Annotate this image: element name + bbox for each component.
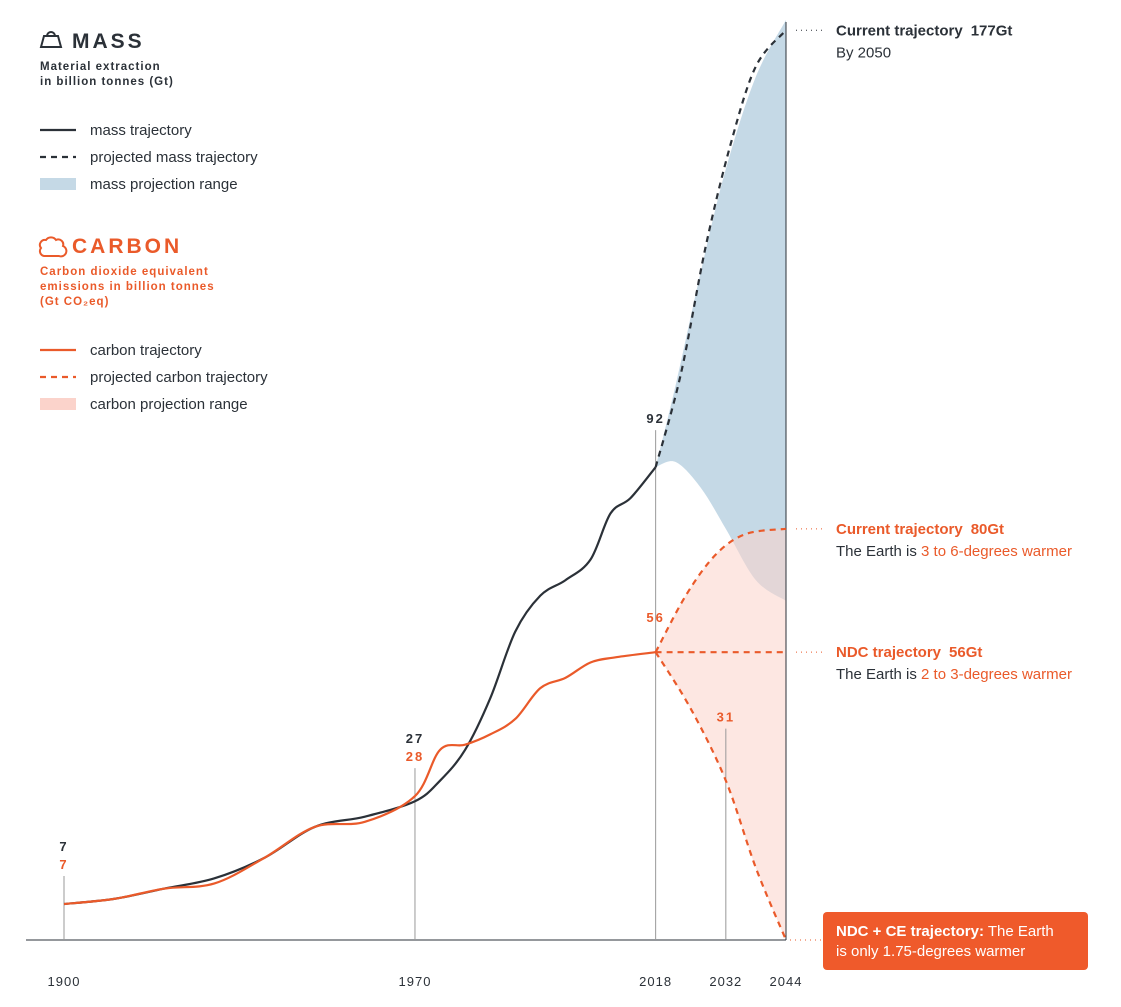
annotation-title: NDC + CE trajectory:	[836, 923, 984, 940]
annotation-part: The Earth is	[836, 543, 921, 560]
legend-swatch	[40, 398, 76, 410]
legend-subtitle: Carbon dioxide equivalent	[40, 266, 209, 278]
x-tick-label: 2032	[709, 974, 742, 989]
legend-subtitle: emissions in billion tonnes	[40, 281, 215, 293]
projected-line	[654, 527, 787, 653]
annotation-part: 2 to 3-degrees warmer	[921, 666, 1072, 683]
legend-subtitle: (Gt CO₂eq)	[40, 296, 109, 308]
legend-title: MASS	[72, 30, 145, 53]
projected-line	[654, 651, 788, 941]
legend-label: projected mass trajectory	[90, 149, 258, 166]
annotation-title-text: Current trajectory	[836, 22, 963, 39]
x-tick-label: 1970	[399, 974, 432, 989]
carbon-range	[655, 528, 786, 940]
x-tick-label: 2018	[639, 974, 672, 989]
annotation-part: The Earth is	[836, 666, 921, 683]
annotation-value: 177Gt	[971, 22, 1013, 39]
annotation-part: By 2050	[836, 44, 891, 61]
value-label: 92	[646, 411, 664, 426]
legend-subtitle: Material extraction	[40, 61, 161, 73]
mass-range	[655, 20, 786, 601]
annotation-text: The Earth is 3 to 6-degrees warmer	[836, 543, 1072, 560]
legend-swatch	[40, 178, 76, 190]
annotation-title-text: Current trajectory	[836, 521, 963, 538]
mass-icon	[39, 31, 63, 48]
annotation-title: NDC trajectory 56Gt	[836, 644, 982, 661]
annotation-box	[823, 912, 1088, 970]
trajectory-line	[63, 651, 656, 906]
value-label: 27	[406, 731, 424, 746]
annotation-title: Current trajectory 80Gt	[836, 521, 1004, 538]
annotation-part: The Earth	[984, 923, 1054, 940]
annotation-text: The Earth is 2 to 3-degrees warmer	[836, 666, 1072, 683]
annotation-value: 80Gt	[971, 521, 1004, 538]
annotation-text: By 2050	[836, 44, 891, 61]
annotation-part: 3 to 6-degrees warmer	[921, 543, 1072, 560]
x-tick-label: 2044	[770, 974, 803, 989]
legend-subtitle: in billion tonnes (Gt)	[40, 76, 174, 88]
legend-title: CARBON	[72, 235, 182, 258]
value-label: 31	[717, 710, 735, 725]
legend-label: carbon projection range	[90, 396, 248, 413]
annotation-text: is only 1.75-degrees warmer	[836, 943, 1025, 960]
legend-label: carbon trajectory	[90, 342, 202, 359]
value-label: 28	[406, 749, 424, 764]
carbon-icon	[38, 236, 68, 258]
annotation-text: NDC + CE trajectory: The Earth	[836, 923, 1054, 940]
value-label: 7	[59, 839, 68, 854]
trajectory-line	[63, 466, 657, 906]
value-label: 7	[59, 857, 68, 872]
annotation-title-text: NDC trajectory	[836, 644, 942, 661]
x-tick-label: 1900	[48, 974, 81, 989]
legend-label: mass trajectory	[90, 122, 192, 139]
value-label: 56	[646, 610, 664, 625]
legend-label: mass projection range	[90, 176, 238, 193]
annotation-value: 56Gt	[949, 644, 982, 661]
annotation-title: Current trajectory 177Gt	[836, 22, 1012, 39]
legend-label: projected carbon trajectory	[90, 369, 268, 386]
